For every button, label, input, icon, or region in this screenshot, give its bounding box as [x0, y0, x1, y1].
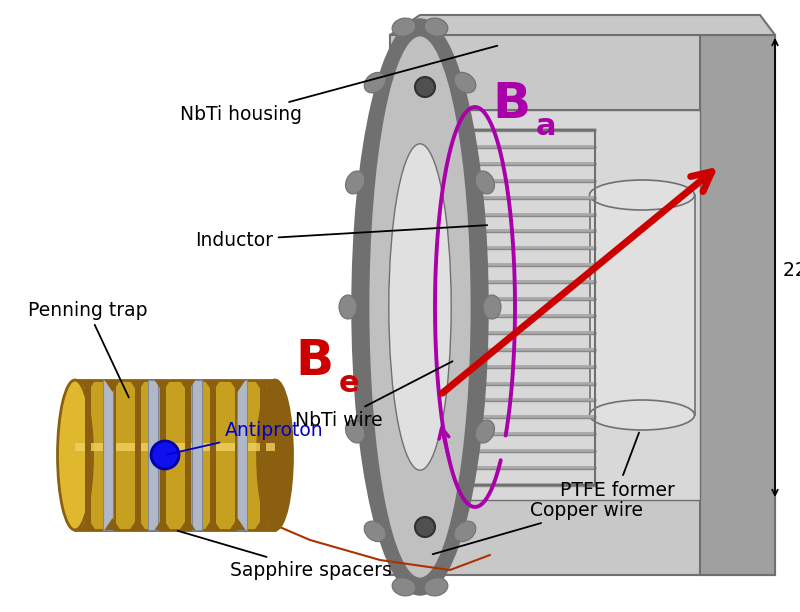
Ellipse shape: [339, 295, 357, 319]
Text: NbTi housing: NbTi housing: [180, 46, 498, 124]
Text: Inductor: Inductor: [195, 225, 487, 250]
Polygon shape: [390, 500, 775, 575]
Polygon shape: [75, 443, 275, 451]
Text: 22 mm: 22 mm: [783, 261, 800, 280]
Text: $\mathbf{B}$: $\mathbf{B}$: [295, 337, 332, 385]
Polygon shape: [390, 35, 775, 110]
Ellipse shape: [353, 20, 487, 594]
Polygon shape: [230, 518, 246, 530]
Ellipse shape: [364, 72, 386, 93]
Polygon shape: [230, 380, 246, 392]
Text: Penning trap: Penning trap: [28, 300, 147, 397]
Text: PTFE former: PTFE former: [560, 433, 675, 499]
Ellipse shape: [590, 180, 694, 210]
Polygon shape: [154, 518, 170, 530]
Polygon shape: [254, 518, 270, 530]
Ellipse shape: [590, 400, 694, 430]
Polygon shape: [700, 35, 775, 575]
Ellipse shape: [392, 18, 416, 36]
Polygon shape: [130, 518, 146, 530]
Ellipse shape: [483, 295, 501, 319]
Text: $\mathbf{e}$: $\mathbf{e}$: [338, 369, 359, 398]
Polygon shape: [179, 380, 195, 392]
Ellipse shape: [454, 521, 476, 542]
Polygon shape: [390, 110, 700, 500]
Polygon shape: [105, 518, 121, 530]
Ellipse shape: [424, 578, 448, 596]
Ellipse shape: [389, 144, 451, 470]
Ellipse shape: [392, 578, 416, 596]
Ellipse shape: [346, 420, 365, 443]
Text: Copper wire: Copper wire: [433, 501, 643, 554]
Polygon shape: [254, 380, 270, 392]
Polygon shape: [590, 195, 695, 415]
Ellipse shape: [454, 72, 476, 93]
Polygon shape: [130, 380, 146, 392]
Polygon shape: [75, 380, 275, 530]
Polygon shape: [237, 380, 246, 530]
Polygon shape: [154, 380, 170, 392]
Polygon shape: [148, 380, 158, 530]
Ellipse shape: [475, 171, 494, 194]
Ellipse shape: [58, 380, 93, 530]
Polygon shape: [79, 518, 95, 530]
Polygon shape: [234, 380, 241, 530]
Polygon shape: [159, 380, 166, 530]
Ellipse shape: [424, 18, 448, 36]
Ellipse shape: [364, 521, 386, 542]
Polygon shape: [192, 380, 202, 530]
Polygon shape: [103, 380, 114, 530]
Polygon shape: [179, 518, 195, 530]
Text: $\mathbf{B}$: $\mathbf{B}$: [492, 80, 529, 128]
Text: NbTi wire: NbTi wire: [295, 361, 453, 430]
Polygon shape: [185, 380, 190, 530]
Polygon shape: [205, 380, 221, 392]
Polygon shape: [390, 15, 775, 35]
Circle shape: [151, 441, 179, 469]
Ellipse shape: [368, 35, 472, 579]
Polygon shape: [205, 518, 221, 530]
Polygon shape: [105, 380, 121, 392]
Polygon shape: [259, 380, 266, 530]
Ellipse shape: [258, 380, 293, 530]
Ellipse shape: [475, 420, 494, 443]
Ellipse shape: [346, 171, 365, 194]
Circle shape: [415, 77, 435, 97]
Text: Sapphire spacers: Sapphire spacers: [178, 531, 392, 580]
Polygon shape: [79, 380, 95, 392]
Polygon shape: [85, 380, 90, 530]
Polygon shape: [134, 380, 141, 530]
Polygon shape: [210, 380, 215, 530]
Polygon shape: [110, 380, 115, 530]
Circle shape: [415, 517, 435, 537]
Text: $\mathbf{a}$: $\mathbf{a}$: [535, 112, 555, 141]
Text: Antiproton: Antiproton: [168, 420, 324, 454]
